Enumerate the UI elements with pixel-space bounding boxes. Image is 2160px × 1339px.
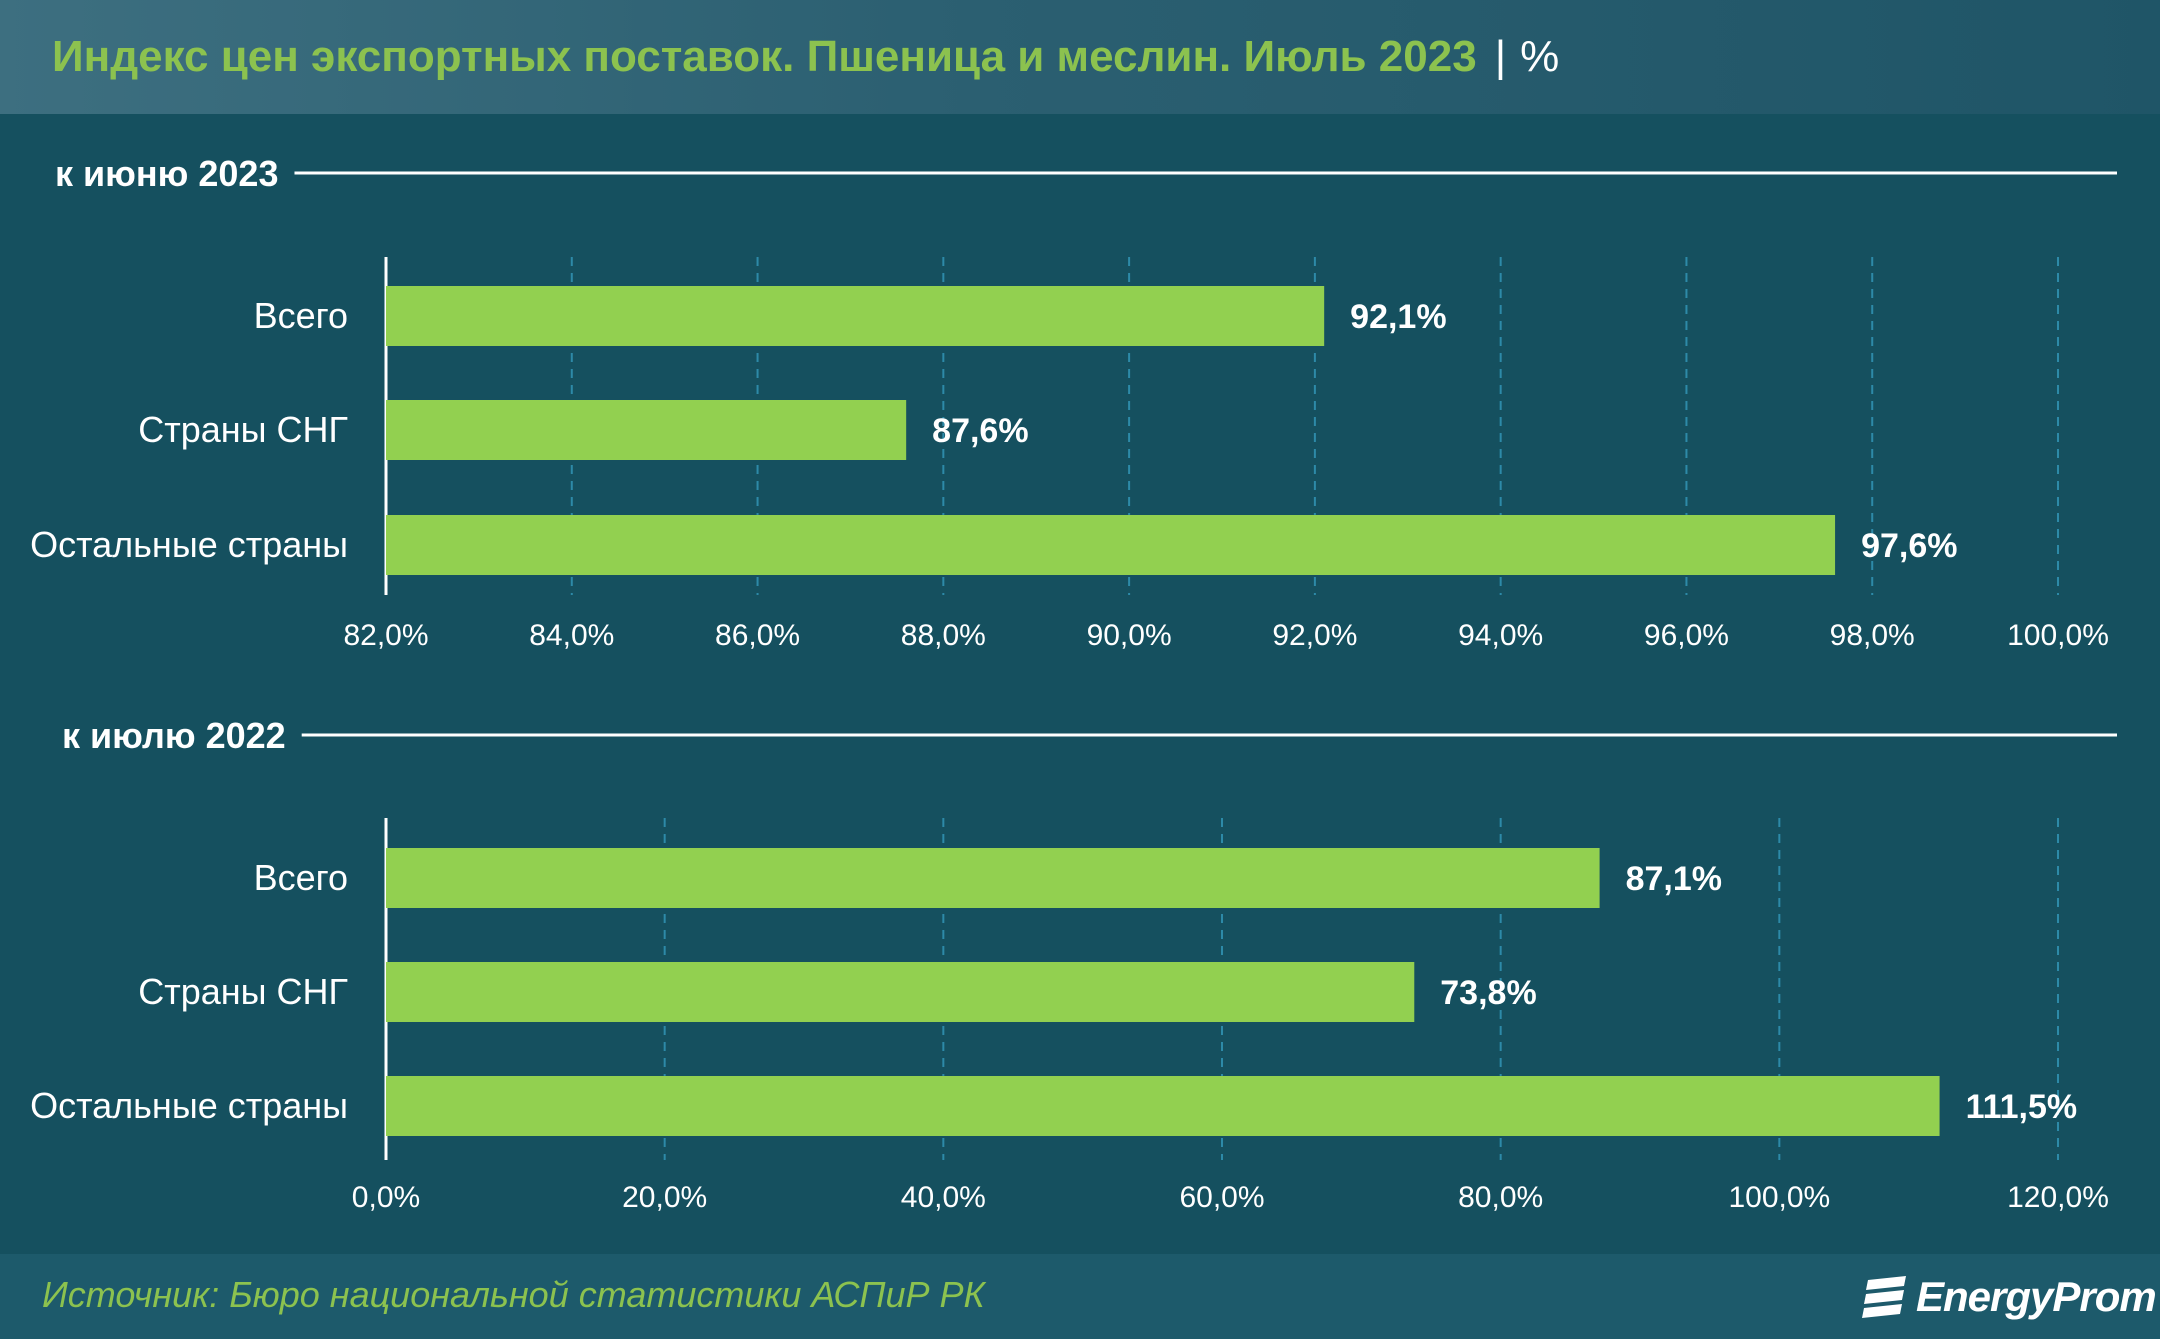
chart-0-bar-0 [386, 286, 1325, 346]
chart-0-value-label-2: 97,6% [1861, 527, 1957, 565]
section-1-heading: к июлю 2022 [62, 715, 286, 756]
chart-1-tick-label-5: 100,0% [1728, 1181, 1830, 1214]
title-separator: | [1494, 32, 1507, 81]
chart-1-bar-2 [386, 1076, 1940, 1136]
chart-0-category-label-2: Остальные страны [30, 524, 348, 565]
chart-1-tick-label-6: 120,0% [2007, 1181, 2109, 1214]
chart-0-bar-2 [386, 515, 1836, 575]
chart-1-category-label-2: Остальные страны [30, 1085, 348, 1126]
chart-0-tick-label-4: 90,0% [1087, 619, 1172, 652]
chart-0-category-label-1: Страны СНГ [138, 409, 348, 450]
footer-bar: Источник: Бюро национальной статистики А… [0, 1254, 2160, 1339]
chart-0-tick-label-2: 86,0% [715, 619, 800, 652]
chart-0-bar-1 [386, 400, 907, 460]
chart-0-value-label-1: 87,6% [932, 412, 1028, 450]
chart-1-bar-0 [386, 848, 1600, 908]
chart-1-bar-1 [386, 962, 1415, 1022]
chart-0-tick-label-3: 88,0% [901, 619, 986, 652]
chart-1-value-label-2: 111,5% [1966, 1088, 2078, 1126]
chart-0-tick-label-8: 98,0% [1830, 619, 1915, 652]
title-unit: % [1520, 32, 1560, 81]
chart-1-category-label-1: Страны СНГ [138, 971, 348, 1012]
header-bar: Индекс цен экспортных поставок. Пшеница … [0, 0, 2160, 114]
chart-1-value-label-0: 87,1% [1626, 860, 1722, 898]
chart-1-value-label-1: 73,8% [1440, 974, 1536, 1012]
chart-0-tick-label-5: 92,0% [1272, 619, 1357, 652]
chart-0-tick-label-6: 94,0% [1458, 619, 1543, 652]
chart-0-category-label-0: Всего [254, 295, 348, 336]
chart-0-tick-label-0: 82,0% [343, 619, 428, 652]
brand-logo: EnergyProm [1860, 1268, 2157, 1326]
chart-1-tick-label-3: 60,0% [1179, 1181, 1264, 1214]
title-wrap: Индекс цен экспортных поставок. Пшеница … [52, 22, 1559, 92]
chart-1-category-label-0: Всего [254, 857, 348, 898]
chart-0-tick-label-7: 96,0% [1644, 619, 1729, 652]
chart-1-tick-label-2: 40,0% [901, 1181, 986, 1214]
logo-text: EnergyProm [1916, 1273, 2157, 1320]
logo-icon [1862, 1276, 1906, 1318]
chart-1-tick-label-4: 80,0% [1458, 1181, 1543, 1214]
source-note: Источник: Бюро национальной статистики А… [42, 1274, 985, 1315]
chart-1-tick-label-0: 0,0% [352, 1181, 420, 1214]
chart-title: Индекс цен экспортных поставок. Пшеница … [52, 32, 1477, 81]
chart-0-tick-label-1: 84,0% [529, 619, 614, 652]
chart-0-value-label-0: 92,1% [1350, 298, 1446, 336]
chart-1-tick-label-1: 20,0% [622, 1181, 707, 1214]
chart-0-tick-label-9: 100,0% [2007, 619, 2109, 652]
section-0-heading: к июню 2023 [55, 153, 278, 194]
